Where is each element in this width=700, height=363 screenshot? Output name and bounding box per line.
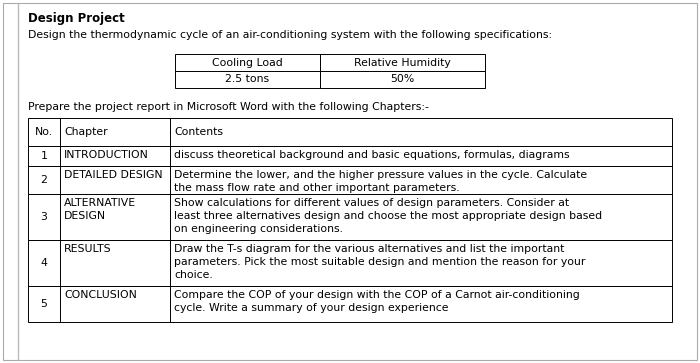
Bar	[28, 166, 672, 194]
Text: CONCLUSION: CONCLUSION	[64, 290, 137, 300]
Text: 4: 4	[41, 258, 48, 268]
Bar	[28, 194, 672, 240]
Text: Chapter: Chapter	[64, 127, 108, 137]
Bar	[28, 146, 672, 166]
Text: discuss theoretical background and basic equations, formulas, diagrams: discuss theoretical background and basic…	[174, 150, 570, 160]
Text: 2: 2	[41, 175, 48, 185]
Text: Show calculations for different values of design parameters. Consider at
least t: Show calculations for different values o…	[174, 198, 602, 234]
Text: Contents: Contents	[174, 127, 223, 137]
Text: Determine the lower, and the higher pressure values in the cycle. Calculate
the : Determine the lower, and the higher pres…	[174, 170, 587, 193]
Text: 5: 5	[41, 299, 48, 309]
Text: No.: No.	[35, 127, 53, 137]
Text: 2.5 tons: 2.5 tons	[225, 74, 270, 85]
Text: 50%: 50%	[391, 74, 414, 85]
Text: Draw the T-s diagram for the various alternatives and list the important
paramet: Draw the T-s diagram for the various alt…	[174, 244, 585, 280]
Text: INTRODUCTION: INTRODUCTION	[64, 150, 149, 160]
Bar	[175, 54, 320, 71]
Bar	[28, 286, 672, 322]
Bar	[320, 54, 485, 71]
Text: ALTERNATIVE
DESIGN: ALTERNATIVE DESIGN	[64, 198, 136, 221]
Text: Relative Humidity: Relative Humidity	[354, 57, 451, 68]
Text: RESULTS: RESULTS	[64, 244, 111, 254]
Bar	[28, 240, 672, 286]
Text: Design Project: Design Project	[28, 12, 125, 25]
Bar	[175, 71, 320, 88]
Bar	[320, 71, 485, 88]
Text: 3: 3	[41, 212, 48, 222]
Text: Cooling Load: Cooling Load	[212, 57, 283, 68]
Text: Design the thermodynamic cycle of an air-conditioning system with the following : Design the thermodynamic cycle of an air…	[28, 30, 552, 40]
Text: Compare the COP of your design with the COP of a Carnot air-conditioning
cycle. : Compare the COP of your design with the …	[174, 290, 580, 313]
Text: DETAILED DESIGN: DETAILED DESIGN	[64, 170, 162, 180]
Bar	[28, 118, 672, 146]
Text: 1: 1	[41, 151, 48, 161]
Text: Prepare the project report in Microsoft Word with the following Chapters:-: Prepare the project report in Microsoft …	[28, 102, 429, 112]
